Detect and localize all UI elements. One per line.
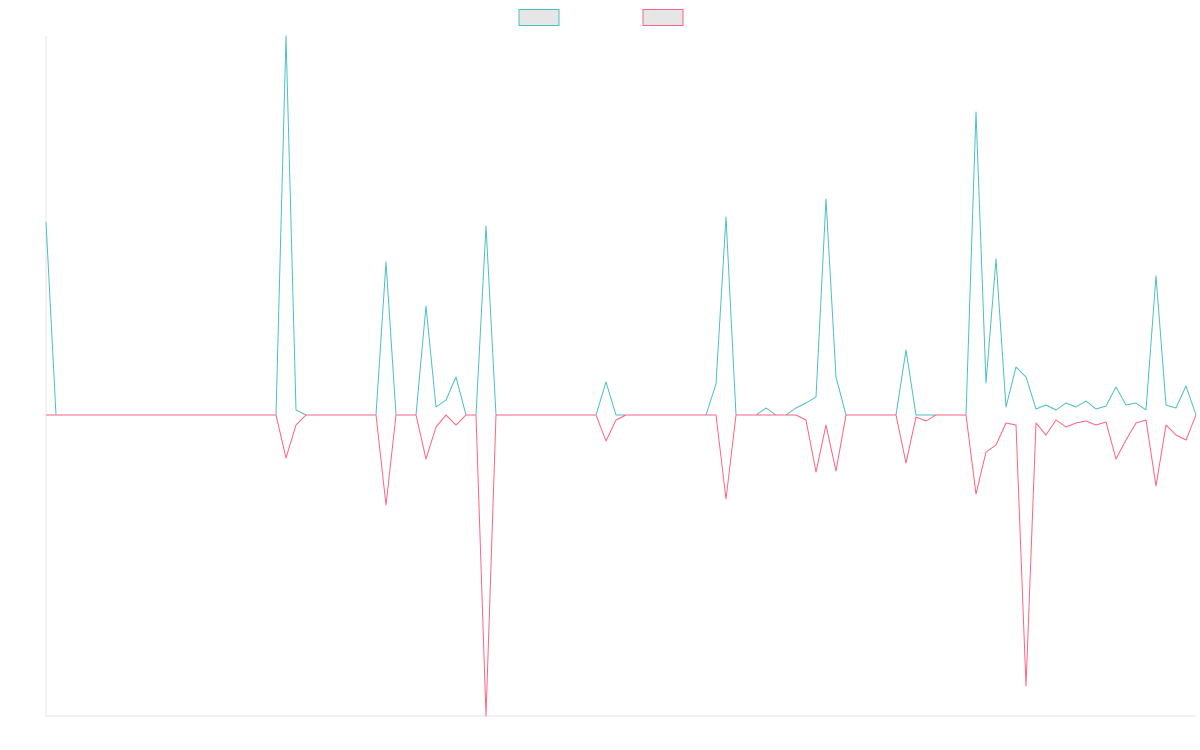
data-line bbox=[46, 414, 1197, 717]
data-line bbox=[45, 35, 1197, 416]
legend-swatch[interactable] bbox=[642, 9, 684, 26]
legend-swatch[interactable] bbox=[518, 9, 560, 26]
